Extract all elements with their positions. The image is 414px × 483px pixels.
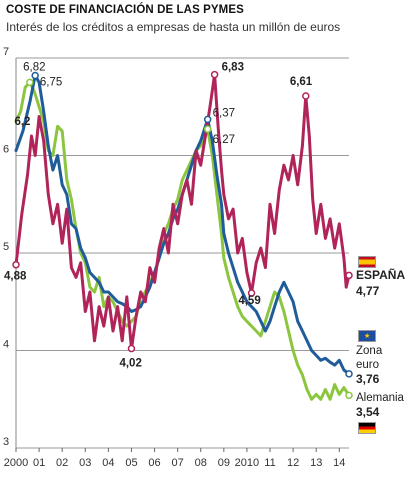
data-point-marker: [302, 92, 310, 100]
data-label: 6,27: [213, 134, 235, 146]
x-tick-label: 12: [287, 457, 299, 469]
x-tick-label: 06: [148, 457, 160, 469]
legend-label: 4,77: [356, 284, 380, 298]
y-tick-label: 4: [3, 339, 9, 351]
data-point-marker: [210, 70, 219, 79]
x-tick-label: 01: [33, 457, 45, 469]
chart-title: COSTE DE FINANCIACIÓN DE LAS PYMES: [6, 4, 244, 16]
x-tick-label: 11: [264, 457, 275, 469]
y-tick-label: 5: [3, 241, 9, 253]
data-point-marker: [127, 344, 136, 353]
legend-label: euro: [356, 359, 379, 371]
x-tick-label: 02: [56, 457, 68, 469]
series-line-alemania: [14, 80, 351, 401]
legend-label: 3,76: [356, 372, 380, 386]
x-tick-label: 09: [218, 457, 230, 469]
x-tick-label: 2010: [235, 457, 259, 469]
x-tick-label: 05: [125, 457, 137, 469]
y-tick-label: 6: [3, 144, 9, 156]
x-tick-label: 04: [102, 457, 114, 469]
data-point-marker: [345, 271, 353, 280]
data-point-marker: [345, 391, 353, 400]
germany-flag-icon: [358, 422, 376, 434]
chart-subtitle: Interés de los créditos a empresas de ha…: [6, 20, 341, 34]
data-point-marker: [26, 78, 34, 87]
data-label: 6,37: [213, 107, 235, 119]
y-tick-label: 3: [3, 436, 9, 448]
data-point-marker: [345, 370, 353, 378]
data-label: 6,61: [290, 76, 313, 88]
data-label: 6,83: [222, 62, 244, 74]
data-label: 6,82: [23, 62, 45, 74]
x-tick-label: 13: [310, 457, 322, 469]
data-point-marker: [12, 260, 20, 269]
data-label: 4,59: [238, 295, 260, 307]
legend-label: 3,54: [356, 405, 380, 419]
x-tick-label: 08: [195, 457, 207, 469]
x-tick-label: 2000: [4, 457, 28, 469]
legend-label: Zona: [356, 345, 383, 357]
data-point-marker: [203, 125, 212, 133]
legend-label: ESPAÑA: [356, 267, 405, 282]
data-label: 4,02: [119, 358, 141, 370]
data-point-marker: [203, 115, 212, 124]
eu-flag-icon: [358, 330, 376, 342]
series-line-espana: [14, 73, 351, 351]
data-point-marker: [247, 289, 256, 297]
data-label: 6,75: [40, 76, 62, 88]
y-tick-label: 7: [3, 46, 9, 58]
x-tick-label: 14: [333, 457, 345, 469]
data-point-marker: [31, 71, 39, 80]
x-tick-label: 07: [172, 457, 184, 469]
spain-flag-icon: [358, 256, 376, 268]
legend-label: Alemania: [356, 392, 405, 404]
data-label: 6,2: [14, 116, 30, 128]
data-label: 4,88: [4, 271, 27, 283]
x-tick-label: 03: [79, 457, 91, 469]
